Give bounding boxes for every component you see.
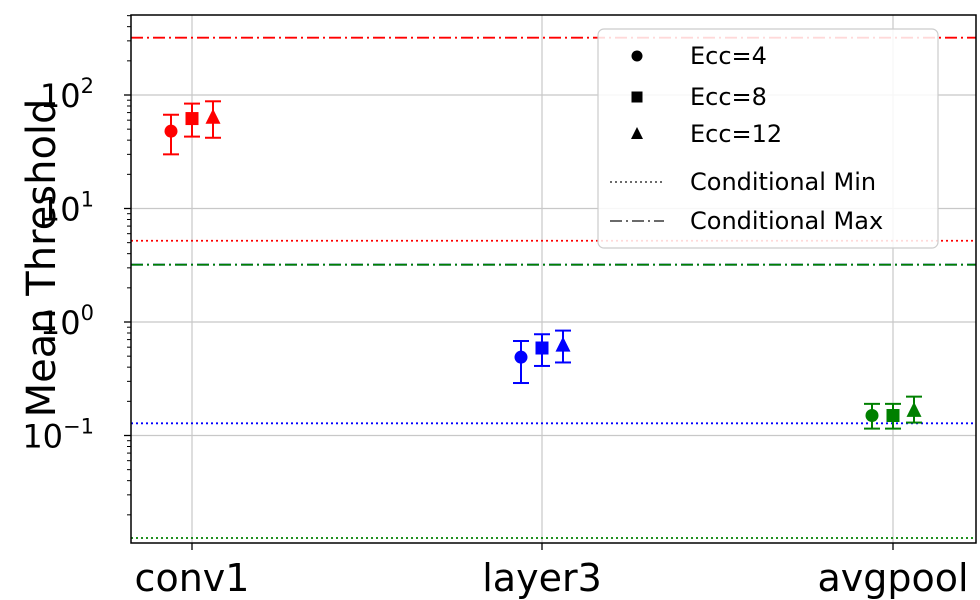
y-tick-exponent: −1 — [63, 415, 94, 439]
legend-label: Conditional Min — [690, 168, 876, 196]
y-tick-base: 10 — [40, 304, 81, 342]
legend-symbol-circle — [631, 50, 643, 62]
legend-label: Ecc=12 — [690, 120, 782, 148]
data-point-circle — [865, 409, 879, 423]
data-point-circle — [514, 350, 528, 364]
y-tick-label: 102 — [40, 74, 94, 115]
x-tick-label: conv1 — [135, 556, 250, 600]
data-point-triangle — [205, 108, 221, 124]
legend-label: Ecc=4 — [690, 42, 767, 70]
y-tick-exponent: 1 — [81, 188, 94, 212]
y-tick-base: 10 — [40, 77, 81, 115]
legend: Ecc=4 Ecc=8 Ecc=12 Conditional Min Condition… — [597, 28, 939, 249]
data-point-triangle — [906, 401, 922, 417]
y-tick-label: 100 — [40, 301, 94, 342]
legend-label: Conditional Max — [690, 207, 883, 235]
y-tick-label: 10−1 — [22, 415, 94, 456]
y-tick-exponent: 2 — [81, 74, 94, 98]
y-tick-exponent: 0 — [81, 301, 94, 325]
data-point-square — [886, 409, 900, 423]
data-point-triangle — [555, 336, 571, 352]
legend-symbol-triangle — [631, 127, 643, 139]
reference-lines — [131, 36, 976, 539]
x-tick-label: avgpool — [817, 556, 968, 600]
data-point-circle — [164, 124, 178, 138]
legend-label: Ecc=8 — [690, 83, 767, 111]
legend-box — [597, 28, 939, 249]
data-point-square — [185, 112, 199, 126]
y-axis-label: Mean Threshold — [19, 99, 65, 418]
data-point-square — [535, 341, 549, 355]
y-tick-base: 10 — [40, 191, 81, 229]
y-tick-label: 101 — [40, 188, 94, 229]
x-tick-label: layer3 — [482, 556, 602, 600]
legend-symbol-square — [631, 91, 643, 103]
y-tick-base: 10 — [22, 418, 63, 456]
plot-area-frame — [130, 14, 977, 544]
data-points — [163, 100, 922, 430]
